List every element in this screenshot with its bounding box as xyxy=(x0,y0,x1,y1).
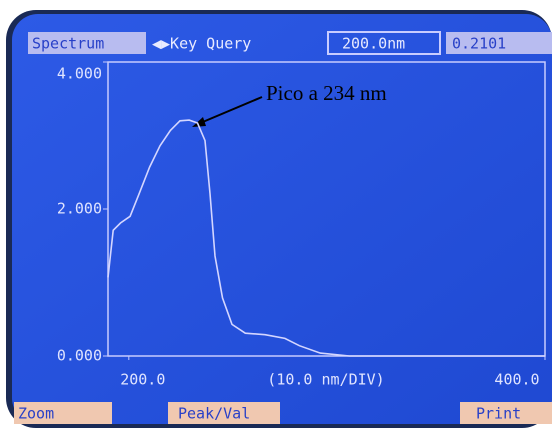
x-axis-label: (10.0 nm/DIV) xyxy=(267,371,384,389)
y-tick-label: 2.000 xyxy=(57,200,102,218)
y-tick-label: 0.000 xyxy=(57,347,102,365)
menu-button[interactable]: Peak/Val xyxy=(178,405,250,423)
header-text: ◀▶Key Query xyxy=(152,35,251,53)
y-tick-label: 4.000 xyxy=(57,65,102,83)
annotation: Pico a 234 nm xyxy=(266,81,387,105)
header-text: 200.0nm xyxy=(342,35,405,53)
menu-button[interactable]: Print xyxy=(476,405,521,423)
header-text: 0.2101 xyxy=(452,35,506,53)
menu-button[interactable]: Zoom xyxy=(18,405,54,423)
x-tick-label: 200.0 xyxy=(120,371,165,389)
x-tick-label: 400.0 xyxy=(494,371,539,389)
header-text: Spectrum xyxy=(32,35,104,53)
chart: Spectrum ◀▶Key Query 200.0nm 0.2101 Zoom… xyxy=(0,0,552,434)
page: Spectrum ◀▶Key Query 200.0nm 0.2101 Zoom… xyxy=(0,0,552,434)
